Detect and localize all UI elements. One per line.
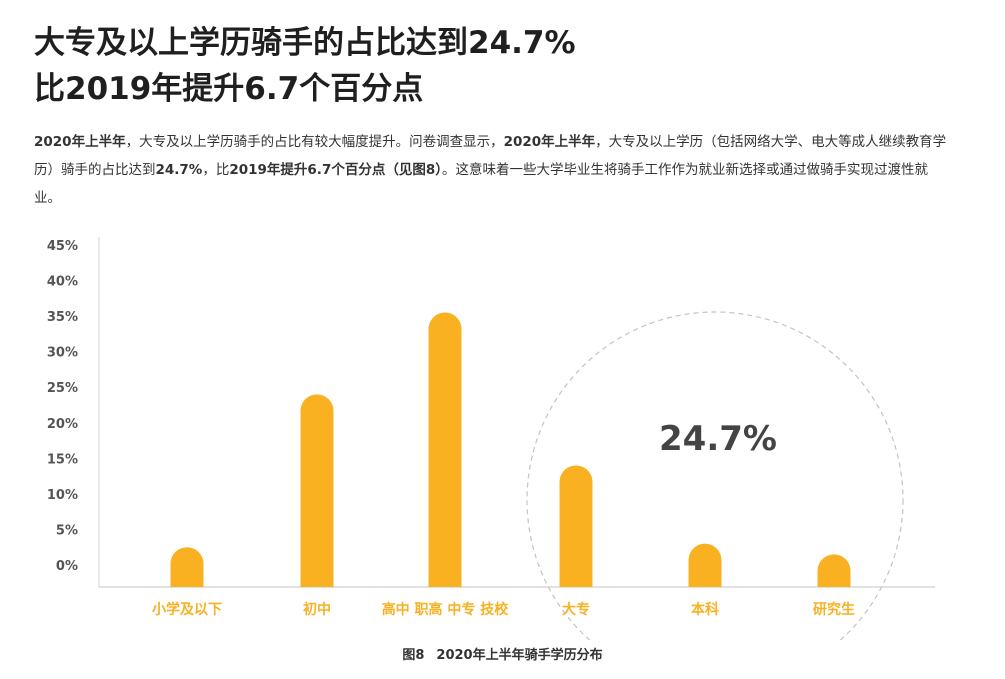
bar — [428, 312, 462, 587]
caption-figure-number: 图8 — [402, 648, 425, 663]
para-s1: 2020年上半年 — [34, 134, 126, 150]
y-tick-label: 20% — [47, 417, 78, 432]
caption-text: 2020年上半年骑手学历分布 — [436, 648, 603, 663]
title-line-2: 比2019年提升6.7个百分点 — [34, 71, 424, 107]
page-title: 大专及以上学历骑手的占比达到24.7% 比2019年提升6.7个百分点 — [34, 20, 576, 112]
para-s2: ，大专及以上学历骑手的占比有较大幅度提升。问卷调查显示， — [125, 134, 504, 150]
highlight-circle — [526, 311, 904, 640]
bar — [300, 394, 334, 587]
x-tick-label: 本科 — [691, 601, 719, 618]
bar — [170, 547, 204, 587]
x-tick-label: 研究生 — [813, 601, 855, 618]
title-line-1: 大专及以上学历骑手的占比达到24.7% — [34, 25, 576, 61]
y-tick-label: 25% — [47, 381, 78, 396]
bar — [559, 465, 593, 587]
y-tick-label: 40% — [47, 275, 78, 290]
para-s5: 24.7% — [155, 162, 203, 178]
y-tick-label: 0% — [56, 559, 78, 574]
annotation-label: 24.7% — [659, 419, 777, 459]
y-tick-label: 30% — [47, 346, 78, 361]
x-tick-label: 初中 — [303, 601, 331, 618]
para-s7: 2019年提升6.7个百分点（见图8） — [229, 162, 442, 178]
bars-group — [170, 312, 851, 587]
para-s8: 。这意味着一些大学毕业生将骑手工作作为就业新选择或通过做骑手实现过渡性就业。 — [34, 162, 928, 206]
figure-caption: 图8 2020年上半年骑手学历分布 — [0, 644, 1005, 663]
y-tick-label: 35% — [47, 310, 78, 325]
y-tick-label: 15% — [47, 452, 78, 467]
x-tick-label: 小学及以下 — [152, 601, 222, 618]
y-tick-label: 10% — [47, 488, 78, 503]
intro-paragraph: 2020年上半年，大专及以上学历骑手的占比有较大幅度提升。问卷调查显示，2020… — [34, 128, 954, 212]
x-axis-labels: 小学及以下 初中 高中 职高 中专 技校 大专 本科 研究生 — [152, 601, 855, 618]
para-s3: 2020年上半年 — [503, 134, 596, 150]
y-axis: 0% 5% 10% 15% 20% 25% 30% 35% 40% 45% — [47, 239, 78, 574]
x-tick-label: 大专 — [562, 601, 590, 618]
para-s4: ，大专及以上学历（包括网络大学、电大等成人继续教育学历）骑手的占比达到 — [34, 134, 947, 178]
x-tick-label: 高中 职高 中专 技校 — [382, 601, 510, 618]
para-s6: ，比 — [202, 162, 230, 178]
bar — [688, 543, 722, 587]
y-tick-label: 5% — [56, 523, 78, 538]
y-tick-label: 45% — [47, 239, 78, 254]
bar — [817, 554, 851, 587]
education-bar-chart: 0% 5% 10% 15% 20% 25% 30% 35% 40% 45% 小学及以下 初中 高中 职… — [47, 237, 935, 640]
